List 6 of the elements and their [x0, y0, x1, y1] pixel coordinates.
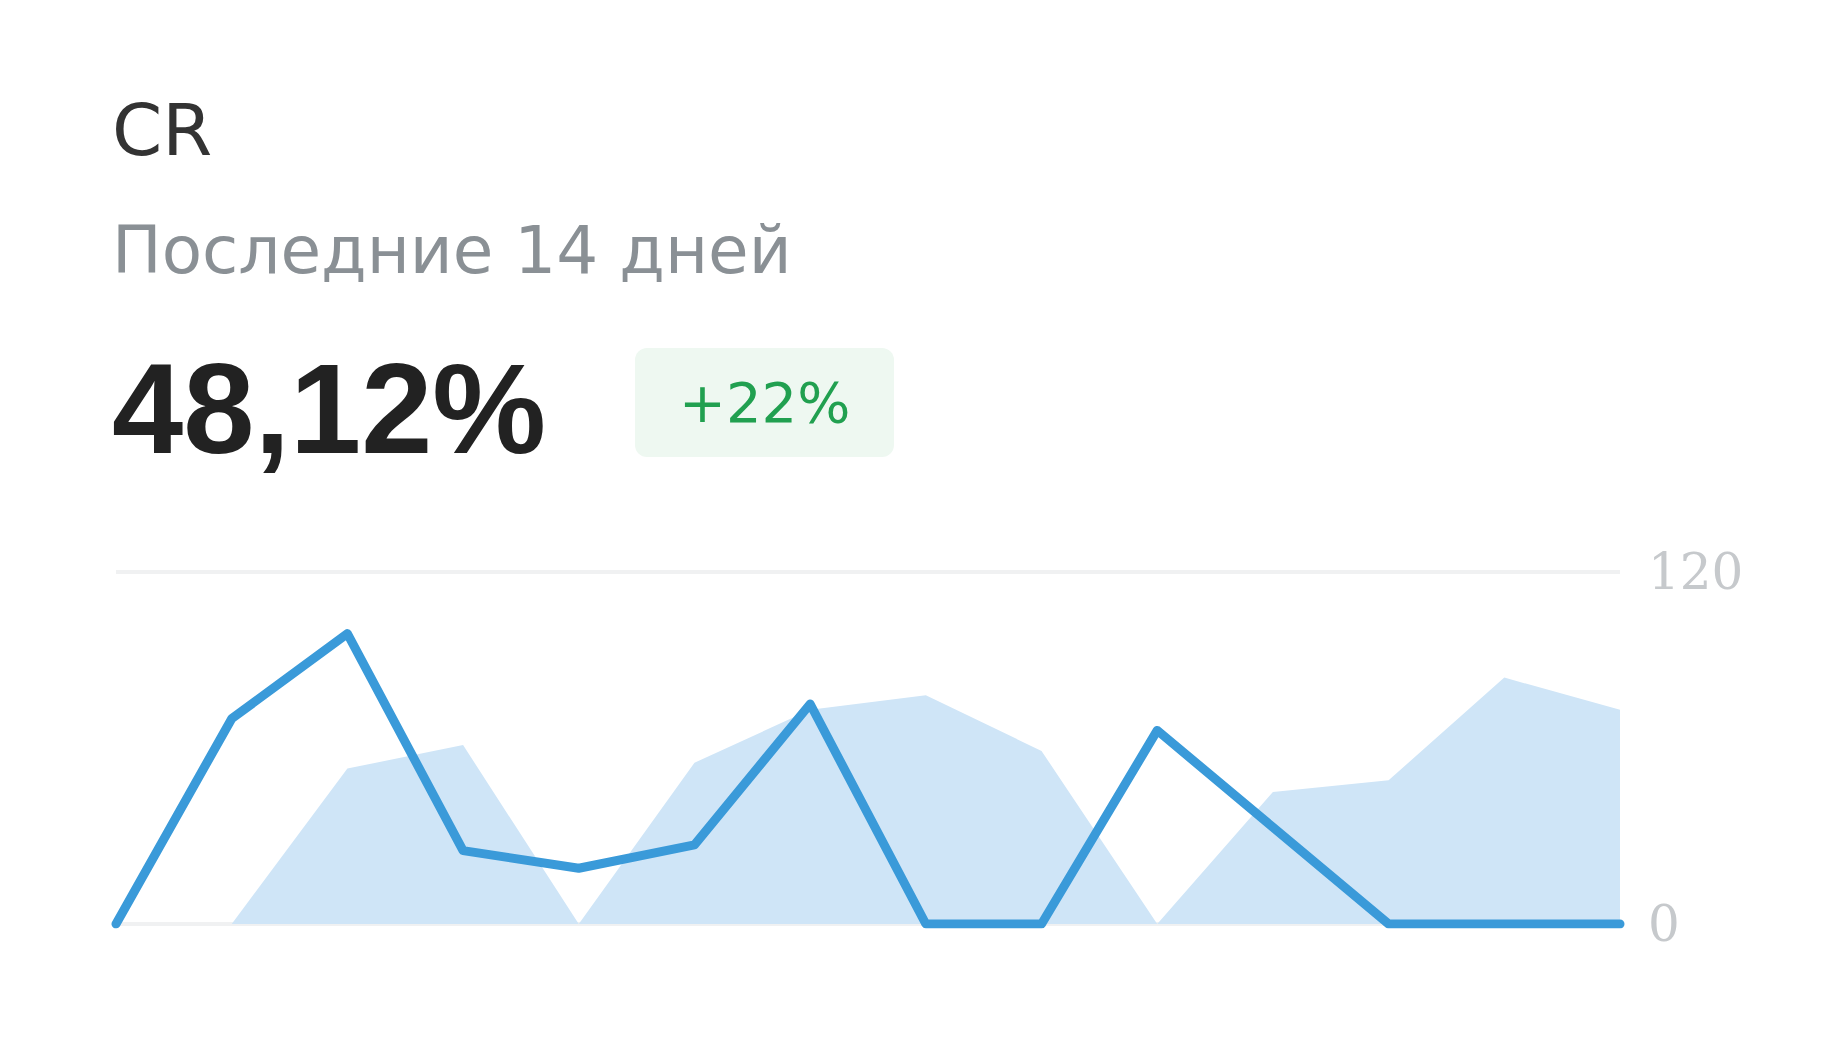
- y-tick-label: 120: [1648, 543, 1744, 601]
- chart-title: CR: [112, 88, 213, 172]
- y-tick-label: 0: [1648, 895, 1680, 953]
- chart-subtitle: Последние 14 дней: [112, 212, 792, 289]
- text: +22%: [635, 348, 895, 457]
- text: 48,12%: [112, 336, 547, 482]
